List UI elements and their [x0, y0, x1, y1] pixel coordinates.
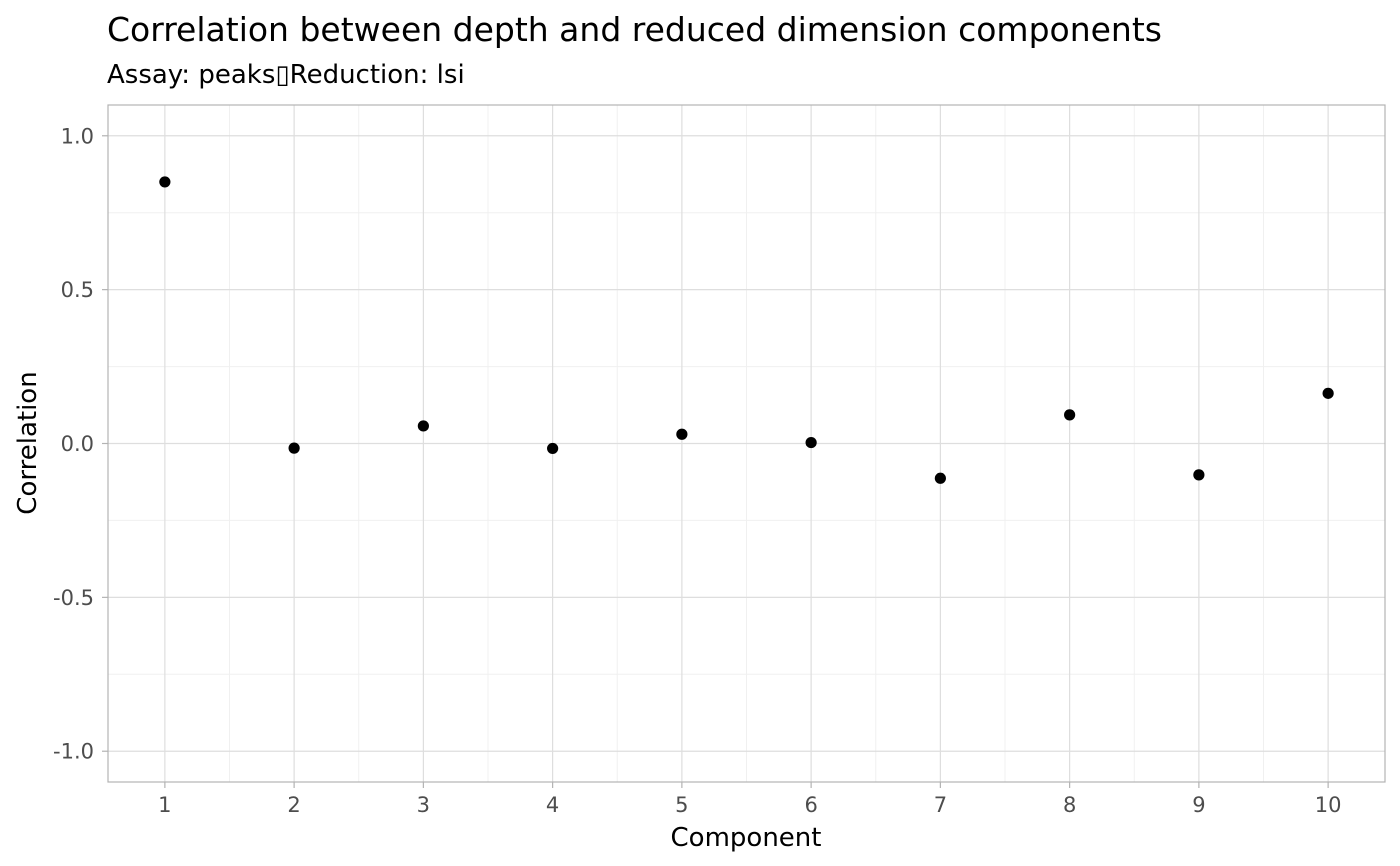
- data-point: [1064, 409, 1076, 421]
- y-tick-label: 0.0: [61, 432, 94, 456]
- x-tick-label: 2: [287, 793, 300, 817]
- chart-title: Correlation between depth and reduced di…: [107, 10, 1162, 49]
- data-point: [805, 436, 817, 449]
- data-points: [159, 176, 1334, 484]
- chart-subtitle: Assay: peaks▯Reduction: lsi: [107, 60, 465, 90]
- x-tick-label: 7: [934, 793, 947, 817]
- x-tick-label: 9: [1192, 793, 1205, 817]
- data-point: [1322, 387, 1334, 399]
- x-tick-label: 3: [417, 793, 430, 817]
- x-tick-label: 1: [158, 793, 171, 817]
- y-axis-ticks: -1.0 -0.5 0.0 0.5 1.0: [53, 124, 108, 764]
- data-point: [288, 442, 300, 454]
- y-tick-label: -1.0: [53, 740, 94, 764]
- x-axis-ticks: 1 2 3 4 5 6 7 8 9 10: [158, 782, 1341, 817]
- x-tick-label: 8: [1063, 793, 1076, 817]
- x-tick-label: 10: [1315, 793, 1342, 817]
- data-point: [676, 428, 688, 440]
- y-tick-label: 1.0: [61, 124, 94, 148]
- data-point: [1193, 469, 1205, 481]
- data-point: [417, 420, 429, 432]
- data-point: [547, 442, 559, 455]
- y-tick-label: -0.5: [53, 586, 94, 610]
- x-tick-label: 4: [546, 793, 559, 817]
- data-point: [934, 472, 946, 484]
- data-point: [159, 176, 171, 188]
- x-axis-title: Component: [671, 823, 822, 853]
- y-tick-label: 0.5: [61, 278, 94, 302]
- x-tick-label: 6: [804, 793, 817, 817]
- x-tick-label: 5: [675, 793, 688, 817]
- y-axis-title: Correlation: [13, 371, 43, 514]
